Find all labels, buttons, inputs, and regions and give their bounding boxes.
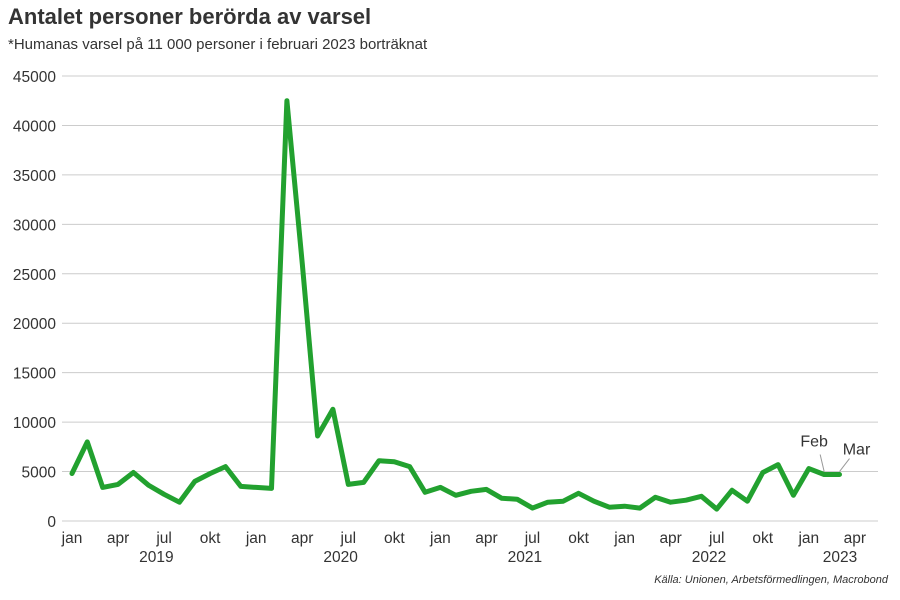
x-tick-year-label: 2019 [139, 549, 173, 566]
x-tick-month-label: jan [61, 530, 83, 547]
annotation-leader-line [839, 458, 850, 472]
y-tick-label: 45000 [13, 69, 56, 86]
data-point [807, 467, 811, 471]
x-tick-year-label: 2022 [692, 549, 726, 566]
data-point [270, 486, 273, 490]
annotation-label: Mar [843, 442, 871, 459]
annotations: Feb Mar [800, 434, 871, 472]
data-point [715, 507, 719, 511]
x-tick-month-label: jan [613, 530, 635, 547]
x-tick-month-label: okt [752, 530, 773, 547]
data-point [577, 491, 580, 495]
data-point [377, 459, 381, 463]
y-tick-label: 20000 [13, 316, 56, 333]
data-point [761, 471, 765, 474]
x-tick-year-label: 2023 [823, 549, 857, 566]
annotation-leader-line [819, 454, 825, 472]
data-point [454, 493, 458, 497]
y-axis-tick-labels: 0 5000 10000 15000 20000 25000 30000 35000 40000… [13, 69, 56, 531]
x-tick-year-label: 2021 [508, 549, 542, 566]
x-tick-month-label: apr [291, 530, 313, 547]
data-point [177, 500, 181, 504]
data-point [592, 499, 596, 503]
x-tick-month-label: okt [384, 530, 405, 547]
x-tick-month-label: okt [200, 530, 221, 547]
data-point [484, 487, 488, 491]
chart-subtitle: *Humanas varsel på 11 000 personer i feb… [8, 36, 428, 53]
x-tick-month-label: jul [155, 530, 172, 547]
y-tick-label: 5000 [22, 465, 57, 482]
x-tick-month-label: jan [797, 530, 819, 547]
y-tick-label: 0 [47, 514, 56, 531]
x-tick-month-label: jan [429, 530, 451, 547]
x-tick-month-label: apr [475, 530, 497, 547]
x-tick-month-label: jul [340, 530, 357, 547]
data-point [362, 480, 366, 484]
x-tick-month-label: apr [107, 530, 129, 547]
data-point [70, 472, 74, 475]
y-tick-label: 40000 [13, 118, 56, 135]
data-point [669, 500, 673, 504]
data-point [838, 473, 841, 476]
data-point [822, 473, 826, 476]
data-point [776, 463, 780, 467]
data-point [85, 440, 89, 444]
data-point [285, 99, 289, 103]
data-point [101, 485, 105, 489]
x-tick-month-label: jul [524, 530, 541, 547]
data-point [561, 499, 565, 503]
data-point [638, 506, 642, 510]
source-note: Källa: Unionen, Arbetsförmedlingen, Macr… [654, 574, 888, 586]
data-point [730, 488, 734, 492]
data-point [116, 482, 120, 486]
y-tick-label: 30000 [13, 217, 56, 234]
data-point [162, 492, 166, 496]
series-varsel [69, 98, 842, 512]
data-point [254, 485, 258, 489]
data-point [316, 434, 320, 438]
data-point [531, 506, 534, 510]
data-point [623, 504, 627, 508]
gridlines [62, 75, 878, 522]
data-point [193, 479, 197, 483]
data-point [500, 496, 504, 500]
y-tick-label: 15000 [13, 366, 56, 383]
data-point [408, 465, 412, 469]
data-point [469, 489, 473, 493]
y-tick-label: 25000 [13, 267, 56, 284]
data-point [438, 485, 442, 489]
data-point [791, 493, 795, 497]
data-point [331, 407, 335, 411]
data-point [684, 498, 688, 502]
data-point [208, 472, 212, 475]
data-point [699, 494, 703, 498]
data-point [745, 499, 749, 503]
x-tick-month-label: apr [844, 530, 866, 547]
y-tick-label: 10000 [13, 415, 56, 432]
data-point [224, 465, 227, 469]
data-point [147, 483, 151, 487]
x-tick-month-label: jan [245, 530, 267, 547]
x-tick-month-label: jul [708, 530, 725, 547]
x-axis-tick-labels: jan apr jul okt jan apr jul okt jan apr jul okt jan a… [61, 530, 866, 566]
data-point [300, 262, 304, 266]
chart-title: Antalet personer berörda av varsel [8, 4, 372, 29]
y-tick-label: 35000 [13, 168, 56, 185]
data-point [239, 484, 243, 488]
x-tick-year-label: 2020 [323, 549, 358, 566]
data-point [607, 505, 611, 509]
data-point [653, 495, 657, 499]
series-line [69, 98, 842, 512]
data-point [546, 500, 550, 504]
x-tick-month-label: apr [659, 530, 681, 547]
data-point [131, 471, 135, 474]
data-point [346, 482, 350, 486]
x-tick-month-label: okt [568, 530, 589, 547]
data-point [515, 497, 519, 501]
data-point [392, 460, 396, 464]
data-point [423, 490, 427, 494]
annotation-label: Feb [800, 434, 828, 451]
